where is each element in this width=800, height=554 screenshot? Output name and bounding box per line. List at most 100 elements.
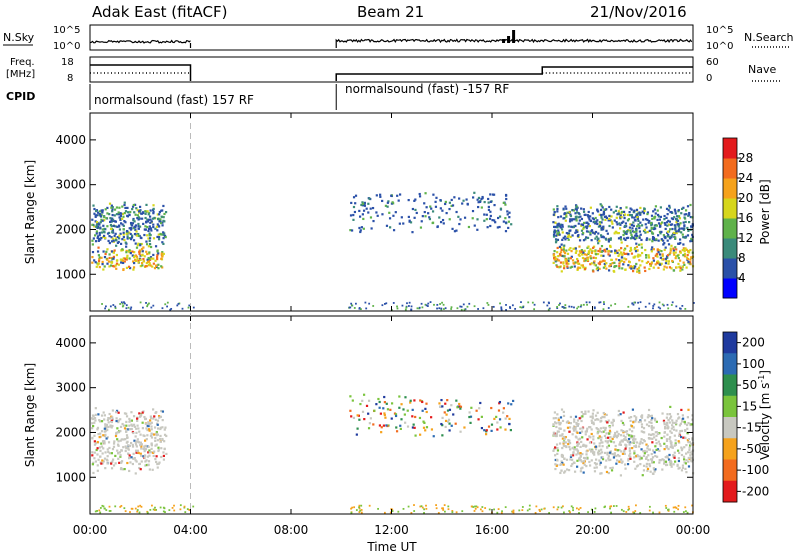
scatter-point: [138, 217, 141, 220]
scatter-point: [462, 199, 465, 202]
scatter-point: [92, 471, 95, 475]
scatter-point: [560, 243, 563, 246]
scatter-point: [615, 436, 619, 439]
scatter-point: [564, 238, 567, 241]
colorbar-segment: [723, 238, 737, 259]
scatter-point: [384, 204, 388, 207]
scatter-point: [439, 220, 443, 224]
scatter-point: [388, 211, 391, 214]
scatter-point: [577, 216, 580, 219]
scatter-point: [139, 301, 142, 304]
scatter-point: [142, 434, 145, 437]
scatter-point: [562, 236, 565, 239]
scatter-point: [647, 260, 650, 264]
scatter-point: [115, 244, 118, 247]
scatter-point: [582, 251, 585, 254]
scatter-point: [137, 440, 140, 443]
scatter-point: [604, 426, 607, 430]
scatter-point: [533, 308, 536, 311]
scatter-point: [129, 456, 132, 459]
freq-left-tick-top: 18: [61, 57, 74, 68]
scatter-point: [634, 418, 638, 421]
scatter-point: [569, 415, 573, 419]
scatter-point: [586, 427, 589, 430]
scatter-point: [608, 439, 611, 442]
scatter-point: [613, 232, 616, 235]
scatter-point: [648, 509, 651, 512]
scatter-point: [362, 393, 366, 396]
scatter-point: [625, 252, 629, 255]
scatter-point: [456, 406, 459, 409]
scatter-point: [120, 261, 123, 264]
scatter-point: [384, 416, 387, 419]
scatter-point: [636, 212, 640, 215]
scatter-point: [556, 210, 559, 213]
scatter-point: [653, 303, 656, 306]
scatter-point: [459, 430, 462, 433]
scatter-point: [106, 248, 109, 251]
nsky-panel-frame: [89, 24, 694, 51]
scatter-point: [497, 409, 501, 412]
scatter-point: [420, 302, 423, 305]
scatter-point: [607, 440, 610, 443]
scatter-point: [602, 210, 605, 213]
scatter-point: [485, 213, 488, 216]
scatter-point: [631, 227, 634, 230]
scatter-point: [634, 219, 637, 222]
scatter-point: [663, 431, 666, 434]
scatter-point: [99, 432, 102, 435]
scatter-point: [94, 214, 97, 217]
scatter-point: [92, 204, 95, 207]
scatter-point: [125, 232, 128, 235]
scatter-point: [505, 197, 508, 201]
scatter-point: [436, 307, 438, 310]
scatter-point: [582, 266, 585, 269]
scatter-point: [618, 212, 621, 216]
scatter-point: [596, 432, 599, 435]
colorbar-tick-label: -200: [742, 484, 769, 498]
scatter-point: [590, 239, 593, 242]
scatter-point: [123, 212, 126, 215]
scatter-point: [114, 454, 117, 458]
scatter-point: [470, 406, 473, 409]
scatter-point: [670, 267, 673, 270]
scatter-point: [96, 211, 100, 214]
scatter-point: [154, 506, 156, 509]
scatter-point: [592, 422, 595, 426]
scatter-point: [623, 438, 626, 441]
scatter-point: [114, 225, 117, 228]
scatter-point: [147, 229, 150, 233]
scatter-point: [573, 420, 576, 423]
scatter-point: [163, 220, 166, 223]
scatter-point: [562, 414, 566, 418]
scatter-point: [151, 451, 155, 454]
scatter-point: [163, 447, 166, 451]
scatter-point: [481, 197, 484, 200]
scatter-point: [632, 265, 635, 268]
scatter-point: [605, 470, 609, 474]
scatter-point: [154, 444, 157, 447]
scatter-point: [411, 231, 414, 234]
scatter-point: [678, 434, 681, 437]
scatter-point: [109, 424, 112, 427]
scatter-point: [104, 433, 107, 436]
scatter-point: [584, 457, 587, 460]
scatter-point: [355, 509, 358, 511]
scatter-point: [496, 428, 499, 431]
scatter-point: [636, 213, 639, 216]
scatter-point: [570, 219, 573, 222]
scatter-point: [361, 201, 364, 204]
scatter-point: [559, 215, 563, 218]
scatter-point: [177, 302, 180, 305]
scatter-point: [580, 304, 583, 307]
scatter-point: [618, 249, 621, 252]
nsky-spike: [512, 30, 516, 43]
scatter-point: [119, 461, 123, 464]
scatter-point: [554, 467, 557, 471]
scatter-point: [680, 408, 683, 412]
scatter-point: [108, 231, 111, 235]
scatter-point: [158, 210, 161, 214]
scatter-point: [480, 206, 483, 209]
scatter-point: [656, 252, 659, 256]
